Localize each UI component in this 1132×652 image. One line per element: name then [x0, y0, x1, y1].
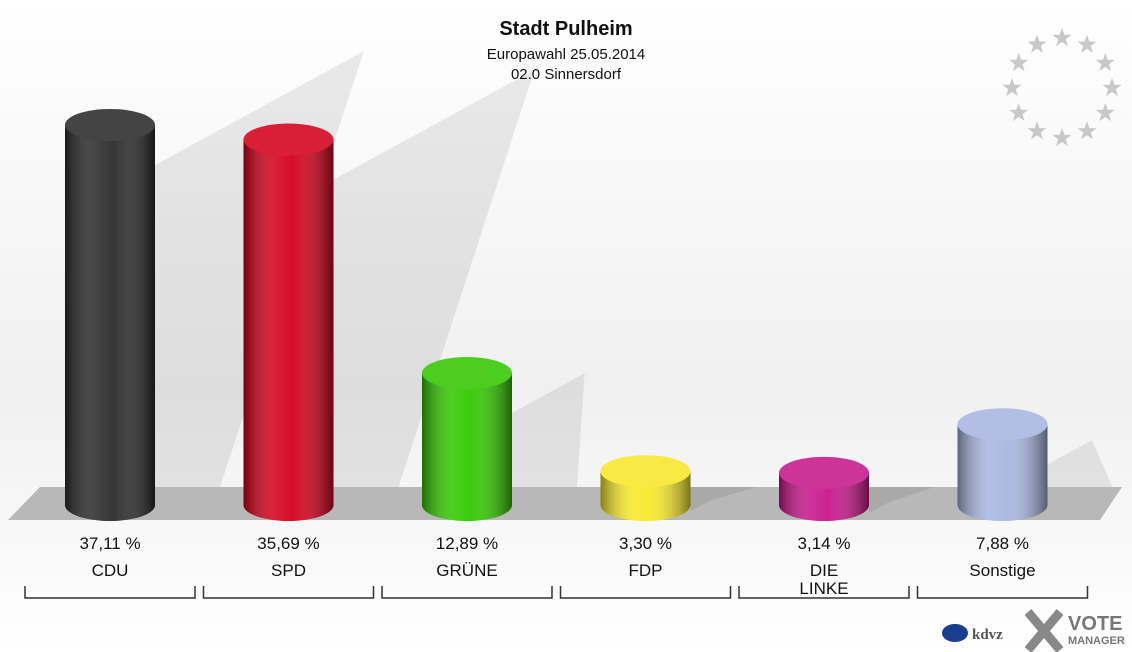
- category-label: GRÜNE: [436, 561, 498, 580]
- category-label: Sonstige: [969, 561, 1036, 580]
- star: [1027, 121, 1047, 140]
- bar-top-light: [243, 123, 334, 156]
- value-label: 35,69 %: [257, 534, 320, 553]
- bar-top-light: [600, 455, 691, 488]
- star: [1002, 78, 1022, 97]
- value-label: 37,11 %: [79, 534, 141, 553]
- star: [1102, 78, 1122, 97]
- floor: [8, 487, 1122, 520]
- bar-body-shade: [65, 124, 155, 506]
- star: [1009, 53, 1029, 72]
- star: [1095, 53, 1115, 72]
- chart-title: Stadt Pulheim: [499, 18, 633, 40]
- value-label: 7,88 %: [976, 534, 1029, 553]
- category-label: DIE LINKE: [799, 561, 849, 598]
- star: [1077, 121, 1097, 140]
- category-label: CDU: [91, 561, 129, 580]
- bar: [422, 357, 585, 521]
- bar-shadow: [869, 487, 934, 513]
- bar-top: [600, 455, 691, 488]
- logo-icon: [942, 624, 968, 642]
- bracket: [381, 586, 553, 599]
- logo-text: kdvz: [972, 627, 1003, 643]
- bar-body-shade: [422, 373, 512, 505]
- bars: [65, 50, 1113, 521]
- bar-shadow: [1047, 440, 1113, 487]
- star: [1052, 28, 1072, 47]
- star: [1077, 34, 1097, 53]
- bracket: [738, 586, 910, 599]
- bar-top: [243, 123, 334, 156]
- bracket: [202, 586, 375, 599]
- bar: [243, 69, 535, 521]
- bracket: [916, 586, 1089, 599]
- bar-shadow: [690, 487, 756, 512]
- bar-top: [422, 357, 512, 390]
- bracket: [24, 586, 196, 599]
- bar: [600, 455, 756, 521]
- logo: kdvz VOTE MANAGER: [942, 609, 1125, 652]
- brackets: [24, 586, 1089, 599]
- star: [1095, 103, 1115, 122]
- value-label: 3,14 %: [797, 534, 851, 553]
- bar: [779, 456, 934, 521]
- eu-stars: [1002, 28, 1122, 147]
- bar-shadow: [333, 69, 535, 488]
- bar-top-light: [957, 408, 1048, 441]
- category-label: SPD: [271, 561, 306, 580]
- logo-text: VOTE: [1068, 613, 1122, 635]
- bar-top: [957, 408, 1048, 441]
- star: [1052, 128, 1072, 147]
- value-label: 3,30 %: [619, 534, 672, 553]
- bar-top-light: [422, 357, 512, 390]
- bar-top-light: [65, 108, 155, 141]
- star: [1009, 103, 1029, 122]
- chart-subtitle: 02.0 Sinnersdorf: [510, 66, 622, 83]
- category-label: FDP: [628, 561, 663, 580]
- bar-body-shade: [243, 139, 334, 505]
- bar-top: [65, 108, 155, 141]
- logo-cross: [1024, 609, 1064, 652]
- value-label: 12,89 %: [435, 534, 499, 553]
- bracket: [559, 586, 732, 599]
- bar-top-light: [779, 456, 869, 489]
- logo-text: MANAGER: [1068, 635, 1125, 647]
- chart-subtitle: Europawahl 25.05.2014: [486, 46, 646, 63]
- star: [1027, 34, 1047, 53]
- bar-top: [779, 456, 869, 489]
- bar-shadow: [512, 373, 585, 487]
- bar: [957, 408, 1113, 521]
